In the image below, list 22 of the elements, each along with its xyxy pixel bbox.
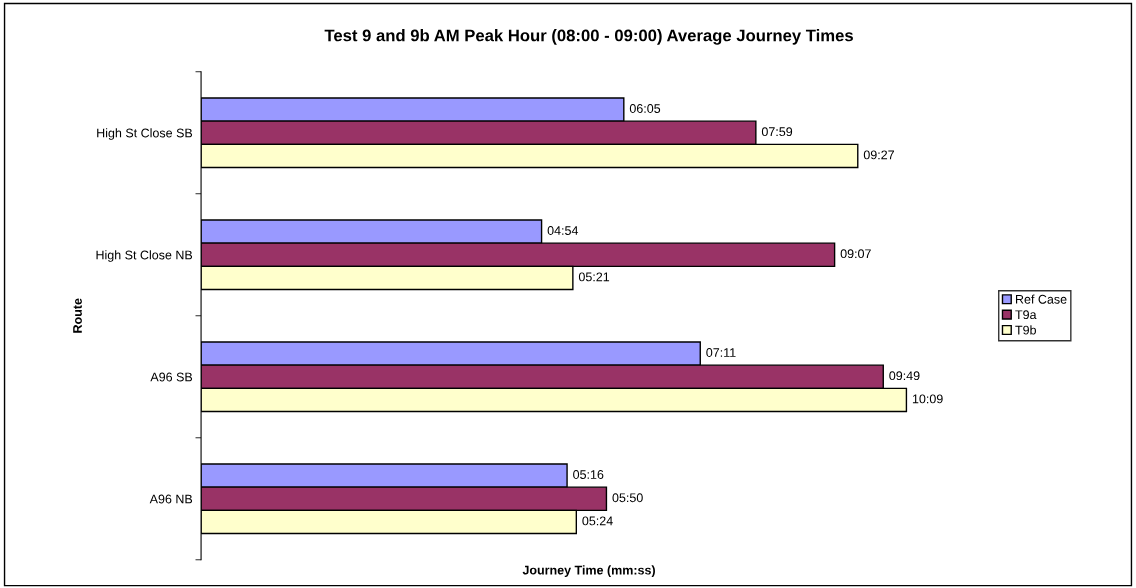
legend-label: T9a	[1015, 310, 1037, 320]
data-label: 09:27	[863, 150, 894, 160]
y-axis-title: Route	[73, 298, 82, 333]
x-axis-title: Journey Time (mm:ss)	[522, 565, 655, 577]
data-label: 07:59	[761, 127, 793, 137]
legend-label: T9b	[1015, 325, 1036, 335]
data-label: 04:54	[547, 226, 579, 235]
data-label: 07:11	[706, 348, 736, 357]
data-label: 06:05	[629, 104, 661, 113]
y-tick-label: High St Close SB	[97, 128, 193, 140]
data-label: 09:49	[889, 371, 920, 381]
y-tick-label: A96 NB	[149, 494, 193, 504]
chart-title: Test 9 and 9b AM Peak Hour (08:00 - 09:00) Average Journey Times	[324, 29, 853, 45]
data-label: 05:24	[582, 516, 613, 526]
data-label: 05:16	[573, 470, 604, 479]
data-label: 09:07	[840, 249, 871, 259]
data-label: 05:50	[612, 493, 643, 503]
y-tick-label: A96 SB	[150, 372, 193, 382]
data-label: 05:21	[578, 272, 610, 282]
data-label: 10:09	[912, 394, 943, 404]
legend-label: Ref Case	[1016, 294, 1067, 304]
y-tick-label: High St Close NB	[96, 250, 193, 262]
